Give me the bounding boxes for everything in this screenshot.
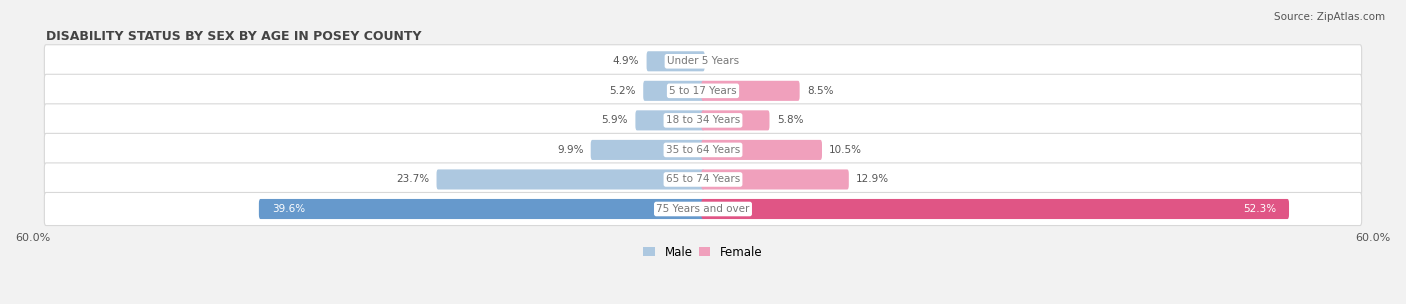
FancyBboxPatch shape — [45, 192, 1361, 226]
FancyBboxPatch shape — [702, 110, 769, 130]
FancyBboxPatch shape — [45, 163, 1361, 196]
FancyBboxPatch shape — [702, 81, 800, 101]
FancyBboxPatch shape — [591, 140, 704, 160]
FancyBboxPatch shape — [45, 133, 1361, 167]
Text: Under 5 Years: Under 5 Years — [666, 56, 740, 66]
FancyBboxPatch shape — [636, 110, 704, 130]
Text: DISABILITY STATUS BY SEX BY AGE IN POSEY COUNTY: DISABILITY STATUS BY SEX BY AGE IN POSEY… — [46, 30, 422, 43]
FancyBboxPatch shape — [647, 51, 704, 71]
FancyBboxPatch shape — [45, 74, 1361, 107]
FancyBboxPatch shape — [702, 169, 849, 189]
Text: 0.0%: 0.0% — [711, 56, 738, 66]
Text: 23.7%: 23.7% — [396, 174, 429, 185]
Text: Source: ZipAtlas.com: Source: ZipAtlas.com — [1274, 12, 1385, 22]
Text: 52.3%: 52.3% — [1243, 204, 1277, 214]
Text: 9.9%: 9.9% — [557, 145, 583, 155]
Text: 75 Years and over: 75 Years and over — [657, 204, 749, 214]
FancyBboxPatch shape — [702, 140, 823, 160]
Text: 5.2%: 5.2% — [609, 86, 636, 96]
Text: 39.6%: 39.6% — [271, 204, 305, 214]
Text: 8.5%: 8.5% — [807, 86, 834, 96]
Text: 4.9%: 4.9% — [613, 56, 640, 66]
FancyBboxPatch shape — [436, 169, 704, 189]
FancyBboxPatch shape — [259, 199, 704, 219]
Text: 5 to 17 Years: 5 to 17 Years — [669, 86, 737, 96]
FancyBboxPatch shape — [45, 104, 1361, 137]
FancyBboxPatch shape — [702, 199, 1289, 219]
Text: 65 to 74 Years: 65 to 74 Years — [666, 174, 740, 185]
FancyBboxPatch shape — [643, 81, 704, 101]
Legend: Male, Female: Male, Female — [638, 241, 768, 263]
Text: 5.8%: 5.8% — [776, 116, 803, 125]
Text: 35 to 64 Years: 35 to 64 Years — [666, 145, 740, 155]
Text: 18 to 34 Years: 18 to 34 Years — [666, 116, 740, 125]
Text: 12.9%: 12.9% — [856, 174, 889, 185]
FancyBboxPatch shape — [45, 45, 1361, 78]
Text: 10.5%: 10.5% — [830, 145, 862, 155]
Text: 5.9%: 5.9% — [602, 116, 628, 125]
